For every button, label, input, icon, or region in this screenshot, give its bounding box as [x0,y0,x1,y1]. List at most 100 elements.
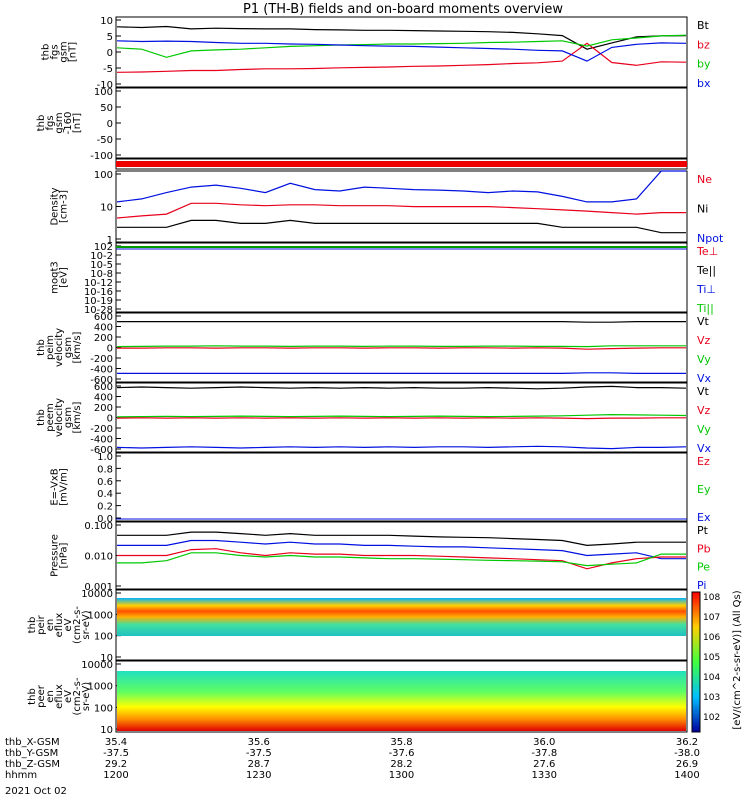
y-axis-label: gsm [63,337,74,358]
y-axis-label: eflux [54,613,65,638]
y-tick-label: 0.6 [97,477,113,488]
y-tick-label: 100 [94,170,113,181]
legend-entry: Bt [697,19,710,32]
colorbar-tick: 105 [703,653,720,663]
x-tick-label: -37.5 [103,748,129,759]
legend-entry: Npot [697,232,724,245]
series-pb-line [117,548,686,570]
y-tick-label: 1000 [88,682,113,693]
y-axis-label: gsm [59,41,70,62]
y-tick-label: -600 [90,445,113,456]
legend-entry: by [697,58,711,71]
y-tick-label: 200 [94,333,113,344]
series-pi-line [117,539,686,560]
x-tick-label: 1400 [674,770,699,781]
series-npot-line [116,170,686,203]
x-row-label: thb_X-GSM [5,737,60,748]
panel-frame [115,16,688,88]
y-tick-label: 10-2 [90,251,113,262]
y-tick-label: -200 [90,354,113,365]
y-tick-label: 0.010 [84,552,113,563]
x-tick-label: 35.8 [390,737,412,748]
y-tick-label: 10 [100,203,113,214]
x-tick-label: 29.2 [105,759,127,770]
y-tick-label: -100 [90,151,113,162]
series-vz-line [117,347,686,350]
y-tick-label: -400 [90,435,113,446]
legend-entry: Ne [697,173,712,186]
legend-entry: bz [697,38,710,51]
y-tick-label: 600 [94,312,113,323]
series-vz-line [116,417,686,420]
y-axis-label: sr-eV) [81,610,92,639]
series-bt-line [116,25,687,50]
colorbar-tick: 103 [703,693,720,703]
panel-3: Density[cm-3] 100 10 1 Ne Ni Npot [50,170,724,246]
y-axis-label: [nT] [68,42,79,62]
y-axis-label: thb [36,409,47,426]
x-tick-label: -37.8 [531,748,557,759]
y-tick-label: 100 [94,87,113,98]
legend-entry: Ni [697,203,708,216]
series-vy-line [116,345,686,348]
panel-8: Pressure[nPa] 0.100 0.010 0.001 Pt Pb Pe Pi [50,521,711,593]
y-tick-label: -5 [103,64,113,75]
panel-frame [115,589,688,661]
y-axis-label: (cm2-s- [72,677,83,715]
x-tick-label: 1230 [246,770,271,781]
colorbar-label: [eV/(cm^2-s-sr-eV)] (All Qs) [732,590,743,729]
date-label: 2021 Oct 02 [5,786,67,797]
x-tick-label: 36.0 [533,737,555,748]
y-tick-label: -10 [97,80,113,91]
y-tick-label: 0.0 [97,514,113,525]
y-tick-label: 100 [94,632,113,643]
legend-entry: Vz [697,404,711,417]
colorbar-tick: 107 [703,613,720,623]
y-axis-label: thb [36,339,47,356]
y-axis-label: peem [45,403,56,431]
series-vt-line [116,385,687,390]
legend-entry: Vt [697,315,710,328]
legend-entry: Vy [697,353,711,366]
y-tick-label: 0.001 [84,582,113,593]
y-tick-label: 10 [100,725,113,736]
y-tick-label: 10 [100,16,113,27]
panel-2 [115,158,688,170]
panel-7: E=-VxB[mV/m] 1.00.8 0.60.4 0.20.0 Ez Ey Ex [50,452,711,525]
series-ni-line [117,219,686,234]
y-tick-label: 10-5 [90,260,113,271]
y-tick-label: 600 [94,382,113,393]
series-bx-line [116,40,687,62]
legend-entry: Pi [697,579,706,592]
y-axis-label: [eV] [59,267,70,288]
y-tick-label: -600 [90,375,113,386]
red-flag-bar [116,161,687,167]
y-tick-label: 0 [107,414,113,425]
legend-entry: Ex [697,511,711,524]
colorbar-tick: 106 [703,633,720,643]
x-row-label: thb_Y-GSM [5,748,58,759]
series-vx-line [116,445,687,450]
y-tick-label: 10-16 [84,287,113,298]
y-tick-label: 0.100 [84,521,113,532]
legend-entry: Pe [697,561,710,574]
y-tick-label: 100 [94,703,113,714]
legend-entry: Vx [697,372,712,385]
y-tick-label: 5 [107,32,113,43]
y-axis-label: gsm [54,112,65,133]
series-vt-line [117,321,686,323]
x-tick-label: 1200 [103,770,128,781]
y-axis-label: thb [27,688,38,705]
y-tick-label: 10-12 [84,278,113,289]
y-tick-label: 200 [94,403,113,414]
x-tick-label: 36.2 [676,737,698,748]
y-axis-label: peim [45,335,56,360]
panel-frame [115,660,688,733]
y-axis-label: peir [36,614,47,634]
